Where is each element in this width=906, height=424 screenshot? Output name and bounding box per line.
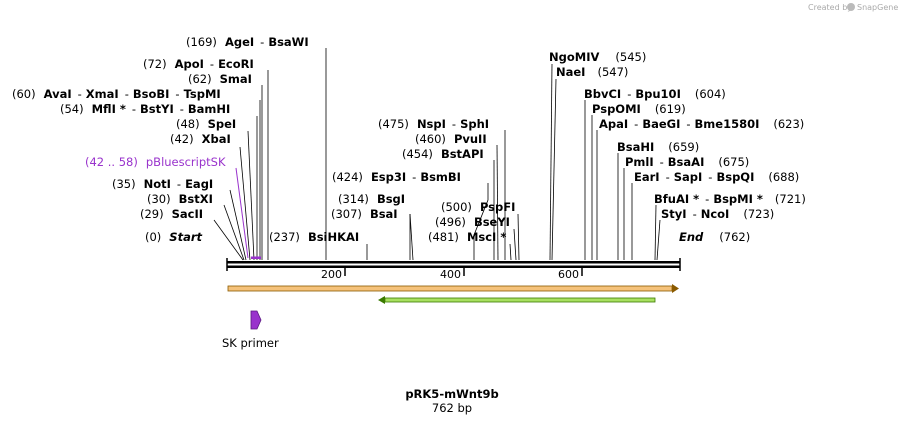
site-avai: (60) AvaI - XmaI - BsoBI - TspMI: [12, 87, 221, 101]
site-spei: (48) SpeI: [176, 117, 236, 131]
site-esp3i: (424) Esp3I - BsmBI: [332, 170, 461, 184]
site-ngomiv: NgoMIV (545): [549, 50, 646, 64]
site-agei: (169) AgeI - BsaWI: [186, 35, 309, 49]
snapgene-brand: SnapGene: [857, 3, 898, 12]
pbluescript-feature-bar: [251, 256, 261, 259]
site-bsihkai: (237) BsiHKAI: [269, 230, 359, 244]
site-pspomi: PspOMI (619): [592, 102, 686, 116]
site-noti: (35) NotI - EagI: [112, 177, 213, 191]
site-bstapi: (454) BstAPI: [402, 147, 484, 161]
site-bseyi: (496) BseYI: [435, 215, 510, 229]
site-bstxi: (30) BstXI: [147, 192, 213, 206]
site-bfuai: BfuAI * - BspMI * (721): [654, 192, 806, 206]
site-msci: (481) MscI *: [428, 230, 506, 244]
site-bsgi: (314) BsgI: [338, 192, 405, 206]
tick-label-400: 400: [440, 268, 461, 281]
site-pmli: PmlI - BsaAI (675): [625, 155, 749, 169]
site-sacii: (29) SacII: [140, 207, 203, 221]
site-pvuii: (460) PvuII: [415, 132, 487, 146]
site-apai: ApaI - BaeGI - Bme1580I (623): [599, 117, 804, 131]
site-nspi: (475) NspI - SphI: [378, 117, 489, 131]
pbluescript-leader: [235, 167, 249, 259]
sequence-backbone: [226, 258, 681, 276]
snapgene-logo: SnapGene: [847, 3, 898, 12]
site-naei: NaeI (547): [556, 65, 628, 79]
leader-lines: [213, 48, 661, 261]
credit-text: Created by: [808, 3, 852, 12]
orf-green-arrow: [378, 296, 656, 304]
end-marker: End (762): [679, 230, 750, 244]
orf-orange-arrow: [227, 284, 679, 293]
map-title: pRK5-mWnt9b: [405, 387, 498, 401]
site-pspfi: (500) PspFI: [441, 200, 515, 214]
site-bbvci: BbvCI - Bpu10I (604): [584, 87, 726, 101]
sk-primer-label: SK primer: [222, 336, 279, 350]
map-length: 762 bp: [432, 401, 472, 415]
site-mfli: (54) MflI * - BstYI - BamHI: [60, 102, 230, 116]
site-smai: (62) SmaI: [188, 72, 252, 86]
sk-primer-arrow: [250, 310, 262, 330]
site-apoi: (72) ApoI - EcoRI: [143, 57, 254, 71]
start-marker: (0) Start: [145, 230, 203, 244]
site-bsai: (307) BsaI: [331, 207, 398, 221]
tick-label-600: 600: [558, 268, 579, 281]
tick-label-200: 200: [321, 268, 342, 281]
site-bsahi: BsaHI (659): [617, 140, 699, 154]
feature-pbluescript: (42 .. 58) pBluescriptSK: [85, 155, 226, 169]
site-eari: EarI - SapI - BspQI (688): [634, 170, 799, 184]
site-xbai: (42) XbaI: [170, 132, 231, 146]
site-styi: StyI - NcoI (723): [661, 207, 774, 221]
